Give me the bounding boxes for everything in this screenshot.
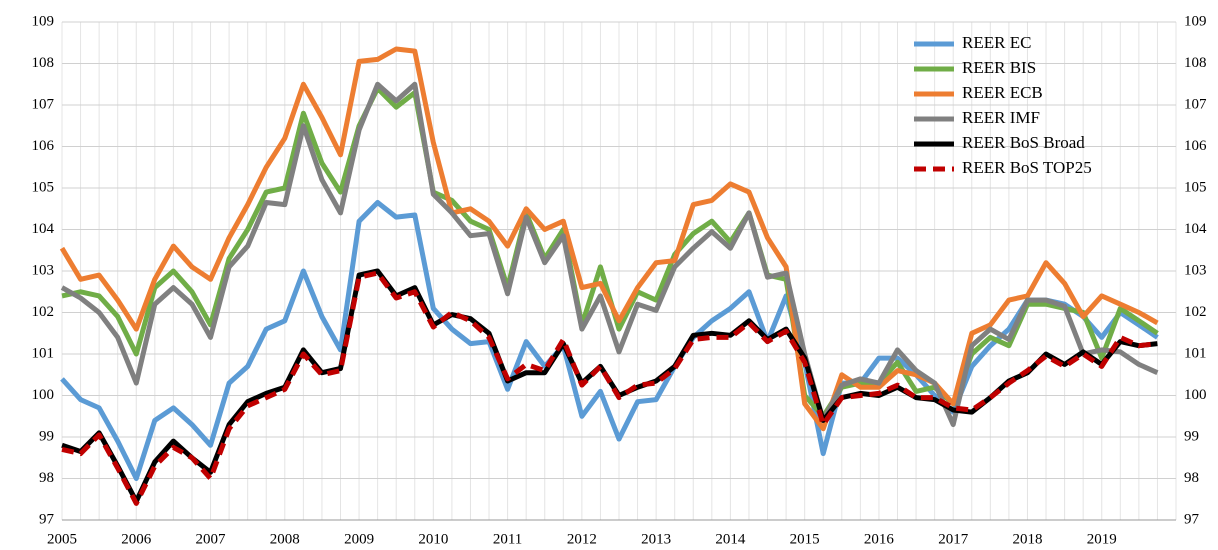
y2-tick-label: 99 xyxy=(1184,428,1199,444)
x-tick-label: 2015 xyxy=(790,531,820,547)
x-tick-label: 2018 xyxy=(1012,531,1042,547)
y2-tick-label: 100 xyxy=(1184,387,1207,403)
y2-tick-label: 97 xyxy=(1184,511,1200,527)
x-tick-label: 2014 xyxy=(715,531,746,547)
y-tick-label: 102 xyxy=(32,304,55,320)
series-line xyxy=(60,200,1159,481)
legend-label: REER IMF xyxy=(962,108,1040,127)
legend: REER EC REER BIS REER ECB REER IMF REER BoS … xyxy=(914,33,1092,177)
legend-label: REER BoS Broad xyxy=(962,133,1085,152)
series-line xyxy=(61,270,1158,506)
y2-tick-label: 103 xyxy=(1184,262,1207,278)
legend-label: REER BoS TOP25 xyxy=(962,158,1092,177)
x-tick-label: 2009 xyxy=(344,531,374,547)
series-line xyxy=(60,81,1159,428)
x-tick-label: 2006 xyxy=(121,531,152,547)
x-tick-label: 2013 xyxy=(641,531,671,547)
y-tick-label: 105 xyxy=(32,179,55,195)
y2-tick-label: 108 xyxy=(1184,55,1207,71)
legend-label: REER ECB xyxy=(962,83,1043,102)
y2-tick-label: 104 xyxy=(1184,221,1207,237)
x-tick-label: 2016 xyxy=(864,531,895,547)
x-tick-label: 2017 xyxy=(938,531,969,547)
legend-label: REER BIS xyxy=(962,58,1036,77)
x-tick-label: 2010 xyxy=(418,531,448,547)
y-tick-label: 103 xyxy=(32,262,55,278)
x-tick-label: 2008 xyxy=(270,531,300,547)
y-tick-label: 108 xyxy=(32,55,55,71)
y-tick-label: 97 xyxy=(39,511,55,527)
y-tick-label: 104 xyxy=(32,221,55,237)
series-line xyxy=(59,46,1159,432)
y-tick-label: 106 xyxy=(32,138,55,154)
y-tick-label: 100 xyxy=(32,387,55,403)
y-tick-label: 98 xyxy=(39,470,54,486)
y2-tick-label: 109 xyxy=(1184,13,1207,29)
y2-tick-label: 102 xyxy=(1184,304,1207,320)
x-tick-label: 2019 xyxy=(1087,531,1117,547)
y2-tick-label: 107 xyxy=(1184,96,1207,112)
legend-label: REER EC xyxy=(962,33,1031,52)
y2-tick-label: 101 xyxy=(1184,345,1207,361)
y-tick-label: 99 xyxy=(39,428,54,444)
y-tick-label: 107 xyxy=(32,96,55,112)
x-tick-label: 2007 xyxy=(196,531,227,547)
x-tick-label: 2005 xyxy=(47,531,77,547)
y2-tick-label: 98 xyxy=(1184,470,1199,486)
y-tick-label: 101 xyxy=(32,345,55,361)
x-tick-label: 2011 xyxy=(493,531,522,547)
y2-tick-label: 106 xyxy=(1184,138,1207,154)
y2-tick-label: 105 xyxy=(1184,179,1207,195)
y-tick-label: 109 xyxy=(32,13,55,29)
x-tick-label: 2012 xyxy=(567,531,597,547)
